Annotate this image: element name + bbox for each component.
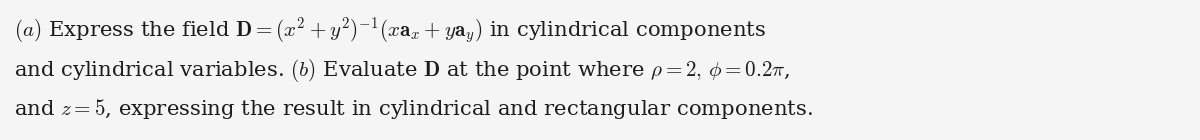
Text: and $z = 5$, expressing the result in cylindrical and rectangular components.: and $z = 5$, expressing the result in cy…	[14, 97, 814, 121]
Text: and cylindrical variables. $(b)$ Evaluate $\mathbf{D}$ at the point where $\rho : and cylindrical variables. $(b)$ Evaluat…	[14, 57, 791, 83]
Text: $(a)$ Express the field $\mathbf{D} = (x^2 + y^2)^{-1}(x\mathbf{a}_x + y\mathbf{: $(a)$ Express the field $\mathbf{D} = (x…	[14, 16, 767, 46]
